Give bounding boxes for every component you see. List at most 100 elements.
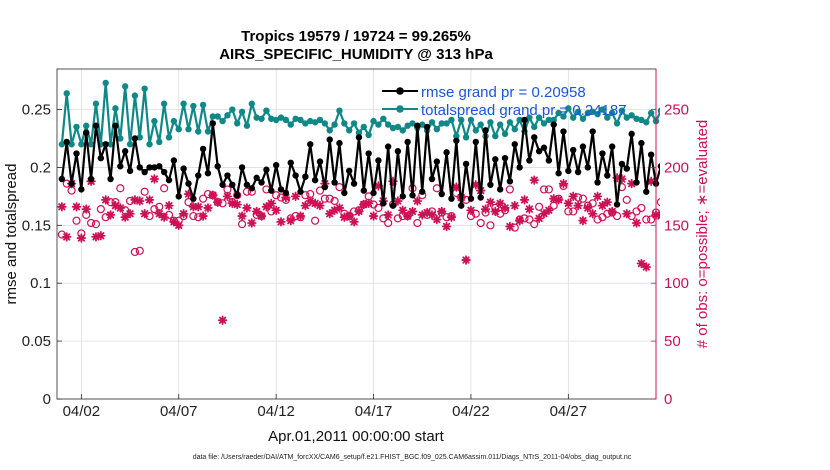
obs-possible-point: [330, 196, 339, 206]
totalspread-point: [779, 112, 785, 118]
y-tick-label: 0.2: [30, 159, 51, 176]
obs-evaluated-point: [750, 211, 758, 219]
rmse-point: [146, 164, 153, 171]
obs-evaluated-point: [422, 207, 432, 218]
obs-evaluated-point: [247, 218, 257, 228]
obs-evaluated-point: [135, 196, 145, 206]
rmse-point: [760, 198, 766, 204]
obs-possible-point: [593, 215, 602, 224]
rmse-point: [638, 139, 645, 147]
rmse-point: [818, 177, 824, 183]
rmse-point: [501, 154, 509, 162]
obs-evaluated-point: [759, 197, 767, 205]
y-right-tick-label: 150: [664, 217, 689, 234]
obs-possible-point: [539, 185, 549, 194]
obs-evaluated-point: [412, 196, 423, 206]
x-tick-label: 04/02: [63, 403, 101, 420]
totalspread-point: [78, 141, 85, 148]
obs-possible-point: [471, 209, 480, 218]
obs-evaluated-point: [344, 211, 354, 221]
rmse-point: [195, 172, 202, 179]
rmse-point: [579, 143, 587, 150]
totalspread-point: [647, 109, 655, 117]
rmse-point: [789, 165, 795, 171]
rmse-point: [574, 168, 582, 176]
totalspread-point: [73, 123, 80, 131]
obs-evaluated-point: [217, 315, 228, 325]
obs-evaluated-point: [793, 193, 801, 201]
rmse-point: [214, 163, 221, 170]
obs-possible-point: [116, 184, 125, 193]
obs-evaluated-point: [480, 204, 491, 214]
obs-evaluated-point: [305, 196, 315, 206]
obs-possible-point: [578, 194, 588, 203]
obs-evaluated-point: [295, 211, 306, 221]
totalspread-point: [736, 118, 742, 124]
totalspread-point: [219, 117, 226, 125]
totalspread-point: [297, 116, 304, 124]
rmse-point: [292, 172, 299, 179]
totalspread-point: [531, 123, 538, 131]
rmse-point: [307, 141, 314, 148]
obs-evaluated-point: [149, 174, 160, 184]
obs-evaluated-point: [198, 211, 208, 221]
rmse-point: [277, 186, 285, 193]
obs-evaluated-point: [398, 205, 408, 215]
obs-evaluated-point: [213, 197, 223, 207]
rmse-point: [68, 180, 75, 187]
totalspread-point: [389, 124, 397, 132]
obs-possible-point: [374, 203, 383, 213]
obs-evaluated-point: [329, 205, 340, 215]
rmse-point: [263, 166, 270, 173]
rmse-point: [443, 149, 450, 156]
rmse-point: [823, 139, 829, 145]
obs-evaluated-point: [641, 262, 651, 272]
obs-evaluated-point: [237, 211, 247, 221]
obs-possible-point: [315, 186, 325, 195]
rmse-point: [531, 134, 538, 141]
obs-evaluated-point: [174, 220, 184, 231]
obs-evaluated-point: [490, 206, 500, 217]
totalspread-point: [345, 127, 353, 134]
obs-evaluated-point: [339, 212, 350, 222]
rmse-point: [433, 158, 441, 165]
totalspread-point: [545, 116, 553, 124]
totalspread-point: [584, 109, 592, 117]
totalspread-point: [131, 92, 139, 99]
rmse-point: [516, 164, 523, 171]
obs-evaluated-point: [730, 200, 738, 208]
totalspread-point: [599, 106, 606, 113]
obs-evaluated-point: [286, 215, 296, 226]
obs-evaluated-point: [139, 209, 150, 219]
obs-evaluated-point: [242, 203, 252, 213]
rmse-point: [97, 154, 105, 162]
obs-evaluated-point: [808, 187, 816, 195]
totalspread-point: [814, 103, 820, 109]
obs-evaluated-point: [686, 200, 694, 208]
obs-evaluated-point: [764, 189, 772, 197]
rmse-point: [73, 150, 80, 157]
rmse-point: [404, 138, 411, 146]
rmse-point: [750, 189, 756, 195]
totalspread-point: [331, 121, 338, 128]
rmse-point: [467, 195, 475, 202]
obs-possible-point: [588, 199, 597, 208]
totalspread-point: [511, 126, 518, 133]
obs-evaluated-point: [784, 204, 792, 212]
rmse-point: [740, 186, 746, 192]
rmse-point: [238, 164, 246, 171]
totalspread-point: [765, 102, 771, 108]
rmse-point: [633, 179, 640, 186]
totalspread-point: [136, 134, 143, 141]
totalspread-point: [750, 109, 756, 115]
totalspread-point: [555, 109, 562, 117]
rmse-point: [604, 172, 611, 179]
totalspread-point: [467, 116, 475, 124]
rmse-point: [165, 176, 173, 184]
obs-evaluated-point: [276, 217, 286, 227]
obs-evaluated-point: [505, 221, 515, 232]
obs-evaluated-point: [208, 190, 218, 200]
rmse-point: [355, 134, 363, 141]
obs-evaluated-point: [524, 204, 535, 214]
